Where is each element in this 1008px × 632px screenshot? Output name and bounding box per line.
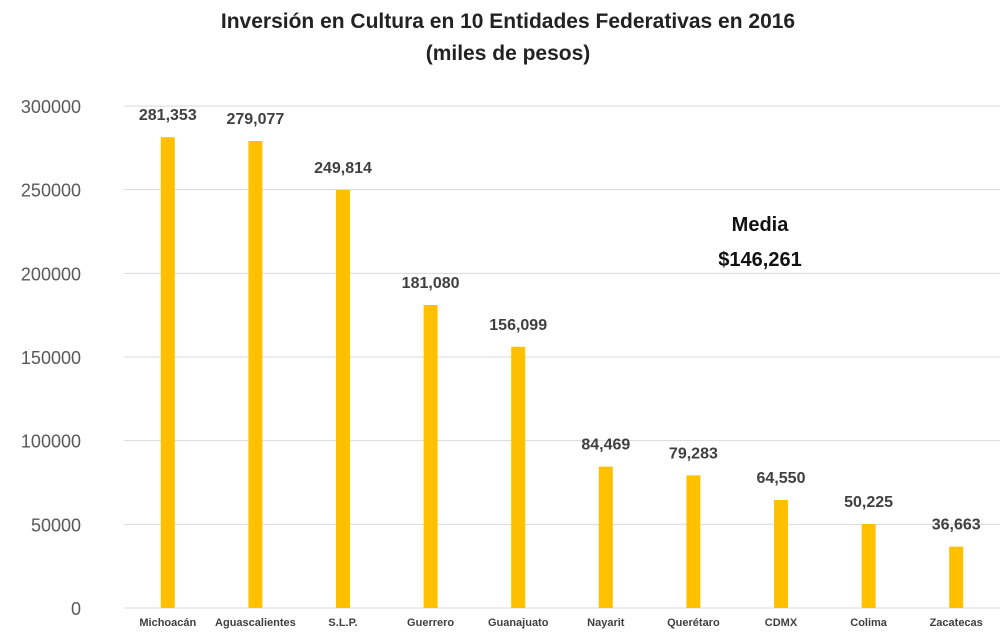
bars (161, 137, 963, 608)
y-tick-label: 100000 (21, 432, 81, 452)
bar (949, 547, 963, 608)
x-tick-label: Guerrero (407, 617, 454, 629)
x-tick-label: Nayarit (587, 617, 625, 629)
data-label: 279,077 (226, 111, 284, 128)
y-tick-label: 200000 (21, 264, 81, 284)
y-tick-label: 50000 (31, 515, 81, 535)
x-axis: Michoacán Aguascalientes S.L.P. Guerrero Gua… (139, 617, 982, 629)
bar (599, 467, 613, 608)
mean-annotation-label: Media (732, 214, 790, 236)
data-label: 181,080 (402, 275, 460, 292)
chart-title: Inversión en Cultura en 10 Entidades Fed… (221, 10, 795, 33)
x-tick-label: Zacatecas (930, 617, 983, 629)
bar (862, 524, 876, 608)
data-label: 84,469 (581, 437, 630, 454)
data-label: 281,353 (139, 107, 197, 124)
mean-annotation-value: $146,261 (718, 249, 801, 271)
y-tick-label: 0 (71, 599, 81, 619)
data-label: 50,225 (844, 494, 893, 511)
data-label: 64,550 (757, 470, 806, 487)
data-labels: 281,353 279,077 249,814 181,080 156,099 84,46… (139, 107, 981, 533)
bar (686, 475, 700, 608)
bar (774, 500, 788, 608)
bar (424, 305, 438, 608)
y-tick-label: 250000 (21, 181, 81, 201)
x-tick-label: Colima (850, 617, 888, 629)
bar (511, 347, 525, 608)
x-tick-label: Aguascalientes (215, 617, 296, 629)
chart-subtitle: (miles de pesos) (426, 42, 591, 65)
bar (161, 137, 175, 608)
bar (248, 141, 262, 608)
data-label: 36,663 (932, 517, 981, 534)
y-tick-label: 150000 (21, 348, 81, 368)
y-tick-label: 300000 (21, 97, 81, 117)
y-axis: 0 50000 100000 150000 200000 250000 300000 (21, 97, 81, 619)
data-label: 156,099 (489, 317, 547, 334)
x-tick-label: S.L.P. (328, 617, 357, 629)
bar (336, 190, 350, 608)
x-tick-label: Querétaro (667, 617, 720, 629)
data-label: 249,814 (314, 160, 372, 177)
x-tick-label: CDMX (765, 617, 798, 629)
x-tick-label: Michoacán (139, 617, 196, 629)
data-label: 79,283 (669, 445, 718, 462)
x-tick-label: Guanajuato (488, 617, 549, 629)
